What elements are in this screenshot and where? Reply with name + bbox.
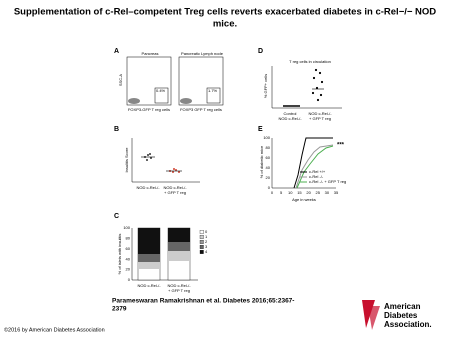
y-tick-label: 20 (126, 267, 131, 272)
legend-label: c-Rel -/- + GFP T reg (309, 179, 346, 184)
column-title: Pancreatic Lymph node (181, 51, 224, 56)
axes (271, 66, 342, 109)
legend-swatch (199, 240, 204, 244)
y-axis-label: % GFP+ cells (263, 74, 268, 98)
group-label: Control (284, 111, 297, 116)
dot-group (311, 68, 324, 102)
curve (293, 137, 333, 189)
axes (271, 138, 336, 189)
significance: *** (337, 143, 345, 149)
legend-label: c-Rel +/+ (309, 169, 326, 174)
citation: 2379 (112, 306, 127, 313)
x-tick-label: 30 (325, 190, 330, 195)
y-axis-label: Insulitis Score (124, 147, 129, 173)
logo-text: Association. (384, 320, 432, 329)
title-line: Supplementation of c-Rel–competent Treg … (14, 7, 436, 18)
curve (296, 145, 334, 189)
y-tick-label: 0 (268, 185, 271, 190)
title-line: mice. (213, 19, 237, 30)
group-label: + GFP T reg (168, 288, 190, 293)
y-tick-label: 0 (128, 277, 131, 282)
group-label: NOD c-Rel-/- (163, 185, 187, 190)
cell-cloud (128, 98, 140, 104)
x-axis-label: Age in weeks (292, 197, 316, 202)
panel-label: E (258, 126, 263, 133)
cell-cloud (180, 98, 192, 104)
y-tick-label: 80 (126, 235, 131, 240)
legend-label: 0 (205, 229, 208, 234)
copyright: ©2016 by American Diabetes Association (4, 326, 105, 333)
legend-swatch (199, 230, 204, 234)
logo-text: American (384, 302, 421, 311)
legend-label: 3 (205, 244, 208, 249)
y-tick-label: 100 (263, 135, 270, 140)
legend-swatch (199, 245, 204, 249)
y-tick-label: 40 (266, 165, 271, 170)
panel-label: B (114, 126, 119, 133)
curve (295, 144, 334, 189)
axes (131, 138, 200, 183)
citation: Parameswaran Ramakrishnan et al. Diabete… (112, 298, 294, 305)
column-title: Pancreas (142, 51, 159, 56)
legend-swatch (199, 235, 204, 239)
x-tick-label: 0 (271, 190, 274, 195)
flow-plot (126, 56, 172, 106)
bar-segment (168, 242, 190, 251)
legend-swatch (199, 250, 204, 254)
y-tick-label: 60 (266, 155, 271, 160)
gate (206, 87, 221, 104)
group-label: + GFP T reg (309, 116, 331, 121)
y-tick-label: 80 (266, 145, 271, 150)
y-tick-label: 40 (126, 256, 131, 261)
legend-label: c-Rel -/- (309, 174, 324, 179)
panel-label: D (258, 48, 263, 55)
gate-value: 1.7% (208, 88, 218, 93)
x-tick-label: 20 (306, 190, 311, 195)
legend-label: 1 (205, 234, 208, 239)
group-label: + GFP T reg (164, 190, 186, 195)
flow-plot (178, 56, 224, 106)
x-axis-label: FOXP3 GFP T reg cells (180, 107, 222, 112)
bar-segment (138, 262, 160, 269)
x-tick-label: 25 (315, 190, 320, 195)
group-label: NOD c-Rel-/- (137, 283, 161, 288)
gate-value: 0.4% (156, 88, 166, 93)
panel-title: T reg cells in circulation (289, 59, 331, 64)
bar-segment (168, 251, 190, 261)
panel-label: A (114, 48, 119, 55)
group-label: NOD c-Rel-/- (308, 111, 332, 116)
y-axis-label: % of diabetic mice (259, 145, 264, 178)
y-tick-label: 60 (126, 246, 131, 251)
y-tick-label: 100 (123, 225, 130, 230)
gate (154, 87, 169, 104)
y-tick-label: 20 (266, 175, 271, 180)
x-axis-label: FOXP3-GFP T reg cells (128, 107, 170, 112)
x-tick-label: 35 (334, 190, 339, 195)
logo-mark (368, 306, 380, 330)
group-label: NOD c-Rel-/- (278, 116, 302, 121)
legend-label: 2 (205, 239, 208, 244)
dot-group (144, 153, 152, 161)
x-tick-label: 10 (288, 190, 293, 195)
bar-segment (138, 254, 160, 262)
bar-segment (168, 228, 190, 242)
x-tick-label: 5 (280, 190, 283, 195)
logo-text: Diabetes (384, 311, 418, 320)
panel-label: C (114, 213, 119, 220)
group-label: NOD c-Rel-/- (167, 283, 191, 288)
x-tick-label: 15 (297, 190, 302, 195)
dot-group (169, 168, 180, 173)
y-axis-label: SSC-A (118, 74, 123, 87)
group-label: NOD c-Rel-/- (136, 185, 160, 190)
bar-segment (138, 228, 160, 254)
y-axis-label: % of islets with insulitis (117, 234, 122, 275)
legend-label: 4 (205, 249, 208, 254)
